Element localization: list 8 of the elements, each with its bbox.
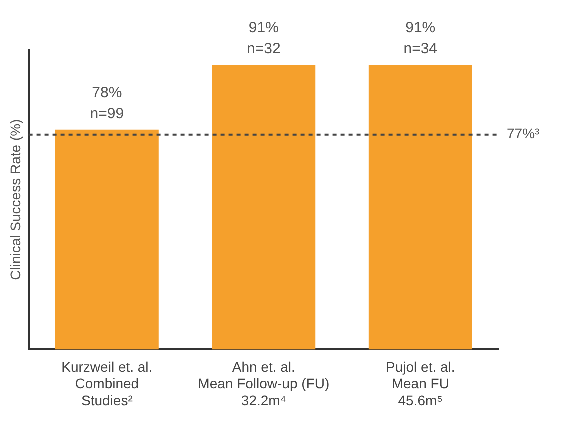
ref-line-label: 77%³ [507, 126, 540, 142]
x-tick-label: Ahn et. al. Mean Follow-up (FU) 32.2m⁴ [198, 358, 330, 408]
x-tick-label: Kurzweil et. al. Combined Studies² [62, 358, 153, 408]
data-label: 91% n=32 [247, 20, 281, 58]
y-axis-title: Clinical Success Rate (%) [7, 119, 24, 280]
data-label: 91% n=34 [404, 20, 438, 58]
data-label: 78% n=99 [90, 84, 124, 123]
x-tick-label: Pujol et. al. Mean FU 45.6m⁵ [386, 358, 456, 408]
